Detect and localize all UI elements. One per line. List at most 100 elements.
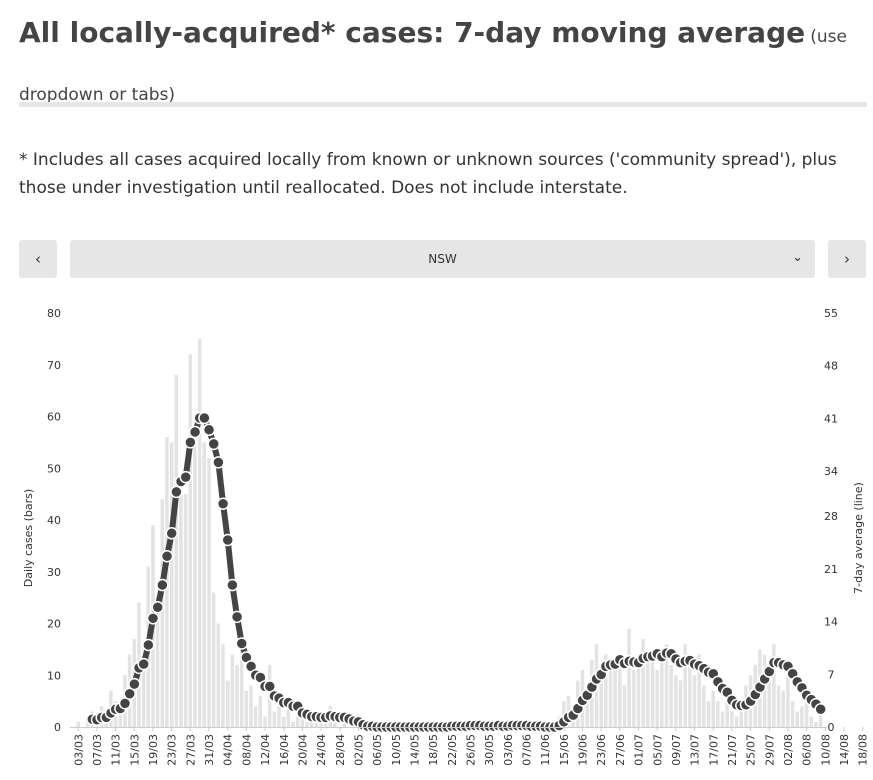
daily-case-bar <box>216 623 221 727</box>
y2-tick-label: 48 <box>824 360 838 373</box>
daily-case-bar <box>305 721 309 727</box>
daily-case-bar <box>295 716 300 727</box>
y2-tick-label: 21 <box>824 563 838 576</box>
moving-average-point <box>137 657 150 671</box>
chevron-right-icon: › <box>844 250 850 268</box>
daily-case-bar <box>179 494 183 728</box>
x-tick-label: 02/05 <box>352 734 365 766</box>
moving-average-point <box>207 437 220 451</box>
x-tick-label: 07/06 <box>521 734 534 766</box>
x-tick-label: 23/06 <box>595 734 608 766</box>
daily-case-bar <box>221 644 225 727</box>
x-tick-label: 21/07 <box>726 734 739 766</box>
region-dropdown[interactable]: NSW ⌄ <box>70 240 815 278</box>
x-tick-label: 09/07 <box>670 734 683 766</box>
x-tick-label: 10/05 <box>390 734 403 766</box>
x-tick-label: 28/04 <box>334 734 347 766</box>
daily-case-bar <box>118 711 122 727</box>
footnote: * Includes all cases acquired locally fr… <box>19 150 837 198</box>
moving-average-point <box>814 703 827 716</box>
line-layer <box>86 411 827 734</box>
x-tick-label: 14/08 <box>838 734 851 766</box>
x-tick-label: 01/07 <box>633 734 646 766</box>
daily-case-bar <box>655 670 659 727</box>
daily-case-bar <box>814 721 818 727</box>
daily-case-bar <box>795 711 799 727</box>
x-tick-label: 07/03 <box>91 734 104 766</box>
moving-average-point <box>202 423 216 437</box>
daily-case-bar <box>692 675 697 727</box>
next-region-button[interactable]: › <box>828 240 866 278</box>
x-tick-label: 31/03 <box>203 734 216 766</box>
moving-average-point <box>160 549 174 563</box>
chevron-down-icon: ⌄ <box>792 250 803 265</box>
y2-tick-label: 41 <box>824 412 838 425</box>
daily-case-bar <box>618 659 622 728</box>
daily-case-bar <box>263 716 267 727</box>
y-tick-label: 70 <box>47 359 61 372</box>
moving-average-point <box>142 638 155 652</box>
x-tick-label: 15/03 <box>128 734 141 766</box>
daily-case-bar <box>174 375 179 727</box>
x-tick-label: 13/07 <box>689 734 702 766</box>
x-tick-label: 03/06 <box>502 734 515 766</box>
daily-case-bar <box>281 716 286 727</box>
daily-case-bar <box>809 716 813 727</box>
daily-case-bar <box>641 639 645 727</box>
daily-case-bar <box>608 670 613 727</box>
daily-case-bar <box>258 695 263 727</box>
x-tick-label: 29/07 <box>763 734 776 766</box>
x-tick-label: 19/06 <box>577 734 590 766</box>
daily-case-bar <box>272 711 277 727</box>
daily-case-bar <box>786 675 790 727</box>
moving-average-point <box>235 637 248 650</box>
daily-case-bar <box>678 680 683 728</box>
moving-average-point <box>170 485 183 499</box>
daily-case-bar <box>585 690 589 727</box>
daily-case-bar <box>706 701 711 728</box>
chevron-left-icon: ‹ <box>35 250 41 268</box>
y2-tick-label: 14 <box>824 616 838 629</box>
moving-average-point <box>216 497 230 510</box>
daily-case-bar <box>776 685 781 727</box>
daily-case-bar <box>688 664 692 727</box>
y-tick-label: 60 <box>47 411 61 424</box>
x-tick-label: 06/05 <box>371 734 384 766</box>
daily-case-bar <box>253 706 258 727</box>
daily-case-bar <box>627 628 631 727</box>
x-tick-label: 02/08 <box>782 734 795 766</box>
daily-case-bar <box>781 690 785 727</box>
x-tick-label: 05/07 <box>651 734 664 766</box>
daily-case-bar <box>636 659 641 728</box>
daily-case-bar <box>646 654 650 727</box>
moving-average-point <box>156 578 169 592</box>
daily-case-bar <box>193 426 197 727</box>
moving-average-point <box>221 533 234 547</box>
daily-case-bar <box>674 675 678 727</box>
daily-case-bar <box>650 654 655 727</box>
title-main: All locally-acquired* cases: 7-day movin… <box>19 16 806 49</box>
daily-case-bar <box>183 494 188 728</box>
x-tick-label: 17/07 <box>707 734 720 766</box>
daily-case-bar <box>202 442 207 728</box>
page-title: All locally-acquired* cases: 7-day movin… <box>19 4 864 124</box>
y-axis-label: Daily cases (bars) <box>22 489 35 587</box>
daily-case-bar <box>155 597 160 728</box>
cases-chart: 0 10 20 30 40 50 60 70 80 0 7 14 21 28 34 41 48 55 03/03… <box>22 307 870 766</box>
y2-tick-label: 7 <box>828 668 835 681</box>
x-tick-label: 19/03 <box>147 734 160 766</box>
moving-average-point <box>230 610 244 624</box>
moving-average-point <box>188 425 202 439</box>
y-tick-label: 10 <box>47 669 61 682</box>
y-tick-label: 20 <box>47 618 61 631</box>
x-tick-label: 20/04 <box>296 734 309 766</box>
y-tick-label: 80 <box>47 307 61 320</box>
prev-region-button[interactable]: ‹ <box>19 240 57 278</box>
y-tick-label: 50 <box>47 462 61 475</box>
daily-case-bar <box>286 706 291 727</box>
moving-average-point <box>226 578 239 592</box>
daily-case-bar <box>711 690 715 727</box>
x-tick-label: 15/06 <box>558 734 571 766</box>
x-tick-label: 18/05 <box>427 734 440 766</box>
daily-case-bar <box>720 711 725 727</box>
